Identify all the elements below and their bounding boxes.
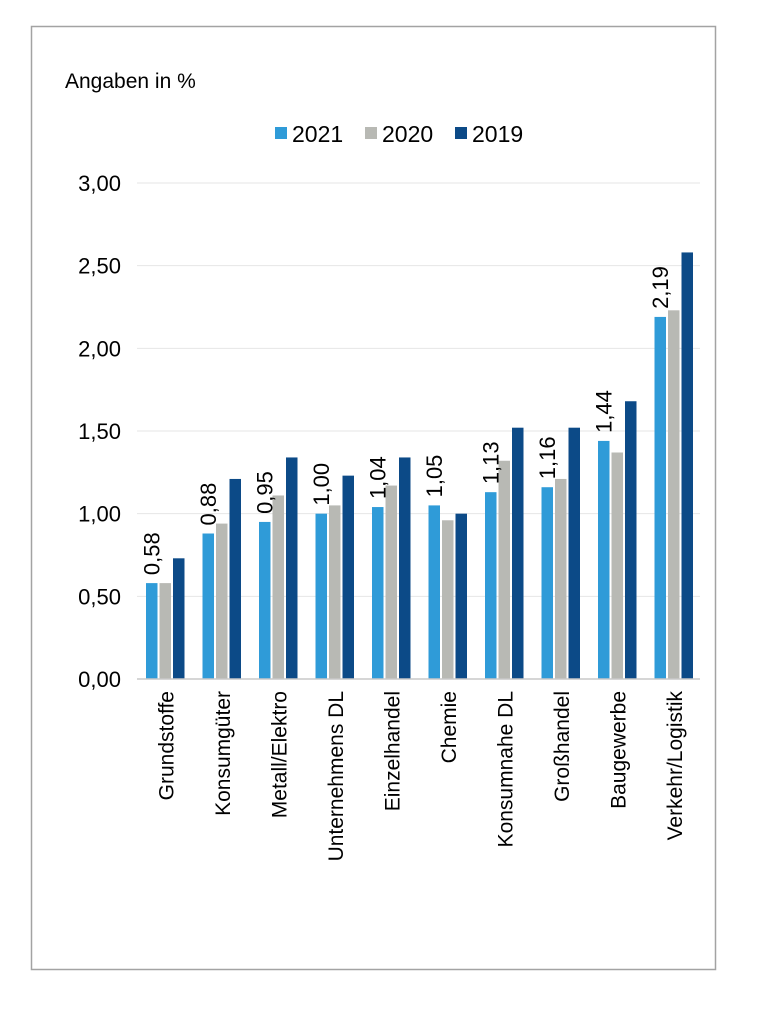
- bar-2020-grosshandel: [555, 478, 567, 679]
- category-label-unternehmens-dl: Unternehmens DL: [325, 691, 348, 861]
- bar-2019-metall-elektro: [286, 457, 298, 679]
- legend-label-2021: 2021: [292, 121, 343, 147]
- bar-2020-konsumnahe-dl: [498, 460, 510, 679]
- category-label-metall-elektro: Metall/Elektro: [268, 691, 291, 818]
- legend-swatch-2019: [455, 127, 467, 139]
- data-label-2021-chemie: 1,05: [422, 455, 447, 498]
- category-label-baugewerbe: Baugewerbe: [607, 691, 630, 809]
- bar-2021-konsumnahe-dl: [485, 492, 497, 679]
- bar-2020-chemie: [442, 520, 454, 679]
- category-label-grosshandel: Großhandel: [551, 691, 574, 802]
- bar-2019-grundstoffe: [173, 558, 185, 679]
- bar-2019-unternehmens-dl: [342, 475, 354, 679]
- y-tick-label: 2,00: [78, 336, 121, 361]
- legend: 2021 2020 2019: [275, 121, 523, 147]
- data-label-2021-einzelhandel: 1,04: [366, 456, 391, 499]
- data-label-2021-konsumgueter: 0,88: [196, 483, 221, 526]
- bar-2021-baugewerbe: [598, 440, 610, 679]
- y-tick-label: 3,00: [78, 171, 121, 196]
- bar-2021-metall-elektro: [259, 521, 271, 679]
- data-labels: 0,58 0,88 0,95 1,00 1,04 1,05 1,13 1,16 1,44 2,19: [140, 266, 674, 575]
- bar-2020-einzelhandel: [385, 485, 397, 679]
- bar-2020-konsumgueter: [216, 523, 228, 679]
- y-tick-label: 1,00: [78, 502, 121, 527]
- category-label-konsumgueter: Konsumgüter: [212, 691, 235, 816]
- bars: [146, 252, 693, 679]
- bar-2020-unternehmens-dl: [329, 505, 341, 679]
- y-tick-label: 0,00: [78, 667, 121, 692]
- data-label-2021-grundstoffe: 0,58: [140, 532, 165, 575]
- bar-2021-einzelhandel: [372, 507, 384, 679]
- bar-2021-chemie: [428, 505, 440, 679]
- bar-2019-baugewerbe: [625, 401, 637, 679]
- legend-label-2019: 2019: [472, 121, 523, 147]
- bar-2019-verkehr-logistik: [681, 252, 693, 679]
- category-label-grundstoffe: Grundstoffe: [155, 691, 178, 800]
- legend-label-2020: 2020: [382, 121, 433, 147]
- bar-2019-grosshandel: [568, 427, 580, 679]
- bar-2019-konsumgueter: [229, 478, 241, 679]
- data-label-2021-baugewerbe: 1,44: [592, 390, 617, 433]
- data-label-2021-konsumnahe-dl: 1,13: [479, 441, 504, 484]
- bar-2021-grosshandel: [541, 487, 553, 679]
- bar-2020-verkehr-logistik: [668, 310, 680, 679]
- category-labels: Grundstoffe Konsumgüter Metall/Elektro Unte…: [155, 691, 687, 862]
- y-tick-label: 0,50: [78, 584, 121, 609]
- bar-2020-grundstoffe: [159, 583, 171, 679]
- y-tick-label: 1,50: [78, 419, 121, 444]
- bar-2020-baugewerbe: [611, 452, 623, 679]
- bar-2021-grundstoffe: [146, 583, 158, 679]
- bar-2021-konsumgueter: [202, 533, 214, 679]
- category-label-konsumnahe-dl: Konsumnahe DL: [494, 691, 517, 847]
- y-axis-unit-label: Angaben in %: [65, 70, 196, 93]
- y-axis-tick-labels: 0,00 0,50 1,00 1,50 2,00 2,50 3,00: [78, 171, 121, 692]
- bar-2019-konsumnahe-dl: [512, 427, 524, 679]
- category-label-einzelhandel: Einzelhandel: [381, 691, 404, 811]
- y-tick-label: 2,50: [78, 254, 121, 279]
- bar-2021-unternehmens-dl: [315, 513, 327, 679]
- data-label-2021-grosshandel: 1,16: [535, 436, 560, 479]
- bar-2021-verkehr-logistik: [654, 316, 666, 679]
- data-label-2021-verkehr-logistik: 2,19: [648, 266, 673, 309]
- category-label-chemie: Chemie: [438, 691, 461, 763]
- data-label-2021-metall-elektro: 0,95: [253, 471, 278, 514]
- legend-swatch-2021: [275, 127, 287, 139]
- bar-2019-einzelhandel: [399, 457, 411, 679]
- category-label-verkehr-logistik: Verkehr/Logistik: [664, 691, 687, 841]
- legend-swatch-2020: [365, 127, 377, 139]
- data-label-2021-unternehmens-dl: 1,00: [309, 463, 334, 506]
- bar-2020-metall-elektro: [272, 495, 284, 679]
- bar-2019-chemie: [455, 513, 467, 679]
